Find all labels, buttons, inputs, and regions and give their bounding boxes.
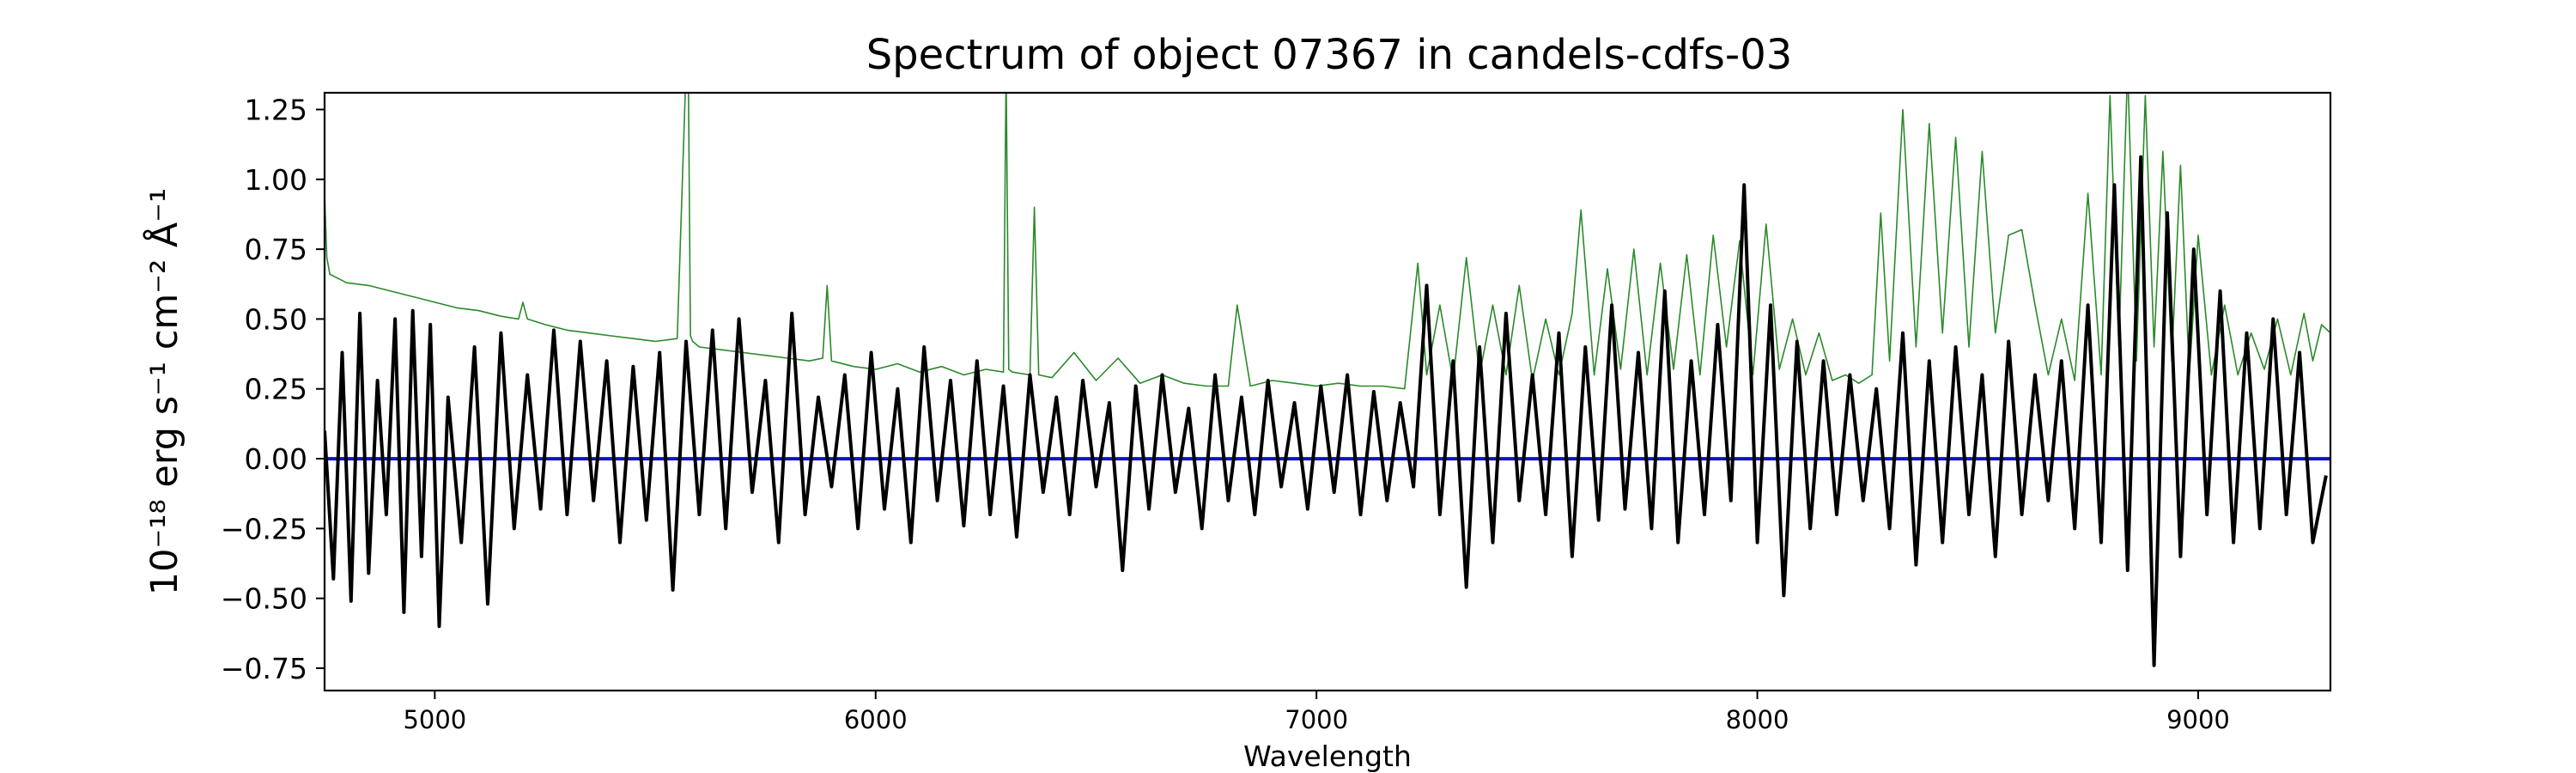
x-tick-label: 6000: [844, 705, 908, 734]
series-line-uncertainty: [325, 93, 2330, 390]
plot-area: [325, 93, 2330, 667]
y-axis-label: 10⁻¹⁸ erg s⁻¹ cm⁻² Å⁻¹: [143, 188, 186, 595]
y-tick-label: 1.00: [245, 163, 307, 197]
axis-ticks: 1.25 1.00 0.75 0.50 0.25 0.00 −0.25 −0.50 −0.75 5…: [221, 94, 2230, 734]
x-tick-label: 9000: [2166, 705, 2230, 734]
plot-frame: [323, 91, 2332, 692]
y-tick-label: −0.25: [221, 512, 307, 545]
y-tick-label: −0.75: [221, 652, 307, 685]
series-line-flux: [325, 155, 2328, 667]
x-tick-label: 7000: [1285, 705, 1348, 734]
x-tick-label: 5000: [403, 705, 466, 734]
x-tick-label: 8000: [1726, 705, 1789, 734]
y-tick-label: 0.00: [245, 442, 307, 476]
y-tick-label: 1.25: [245, 94, 307, 127]
chart-title: Spectrum of object 07367 in candels-cdfs…: [866, 31, 1793, 79]
y-tick-label: 0.50: [245, 302, 307, 336]
x-axis-label: Wavelength: [1243, 740, 1412, 773]
y-tick-label: 0.75: [245, 233, 307, 266]
y-tick-label: −0.50: [221, 582, 307, 616]
y-tick-label: 0.25: [245, 373, 307, 406]
